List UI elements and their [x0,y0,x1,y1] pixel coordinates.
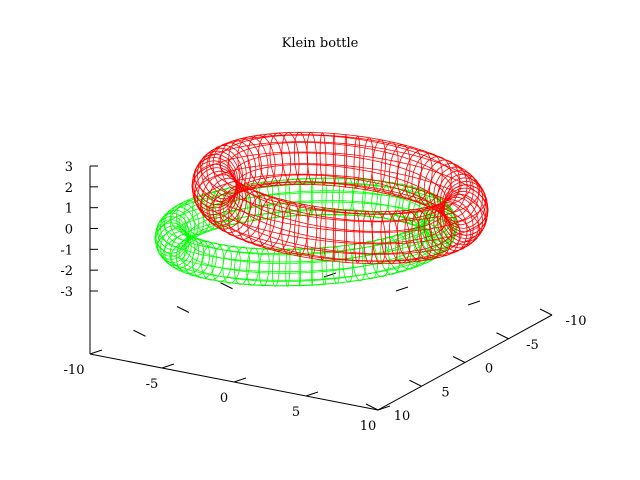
green-parallel [184,208,428,274]
y-tick-mark-back [176,306,190,313]
z-tick-label: 0 [65,223,73,238]
green-parallel [184,190,428,256]
red-parallel [193,163,487,255]
x-tick-mark [89,349,103,355]
y-tick-mark [496,332,509,340]
red-meridian [306,131,318,186]
y-tick-label: -5 [526,338,539,353]
x-tick-mark [161,363,175,369]
red-meridian [319,132,327,186]
y-tick-label: 5 [441,385,449,400]
z-tick-label: 3 [65,160,73,175]
red-meridian [269,132,292,186]
x-tick-label: 10 [360,419,377,434]
x-tick-label: 0 [220,391,228,406]
red-parallel [199,134,481,223]
y-tick-mark [452,356,466,363]
z-tick-label: -2 [60,264,73,279]
red-meridian [333,207,336,262]
red-parallel [227,181,453,254]
red-meridian [353,135,361,189]
x-tick-label: 5 [292,405,300,420]
y-tick-mark-back [133,329,146,337]
red-meridian [353,210,361,264]
red-wireframe-series [191,131,489,265]
red-parallel [218,134,462,213]
y-tick-label: -10 [566,314,587,329]
x-tick-label: -5 [146,377,159,392]
green-parallel [162,209,450,287]
red-parallel [233,152,447,222]
chart-title: Klein bottle [281,36,359,51]
red-meridian [293,131,309,185]
red-parallel [227,142,453,215]
x-tick-mark-back [395,286,409,292]
red-parallel [199,173,481,262]
x-tick-label: -10 [64,363,85,378]
z-tick-label: 2 [65,181,73,196]
red-parallel [191,151,489,245]
x-tick-mark [377,405,391,411]
red-meridian [371,211,387,265]
y-tick-mark-back [220,282,233,290]
red-parallel [233,174,447,244]
red-meridian [344,208,347,263]
green-meridian [183,197,211,235]
y-tick-mark [409,379,422,387]
green-parallel [156,201,456,281]
z-tick-label: -1 [60,243,73,258]
z-tick-label: 1 [65,202,73,217]
red-parallel [208,131,472,215]
red-parallel [193,141,487,233]
z-tick-label: -3 [60,285,73,300]
x-tick-mark [233,377,247,383]
y-tick-label: 0 [485,362,493,377]
red-parallel [208,181,472,265]
y-tick-mark [365,403,379,411]
x-tick-mark [305,391,319,397]
red-meridian [258,133,284,187]
red-parallel [235,164,445,232]
x-tick-mark-back [467,300,481,306]
y-tick-label: 10 [394,409,411,424]
y-tick-mark [539,308,553,316]
red-parallel [218,183,462,262]
